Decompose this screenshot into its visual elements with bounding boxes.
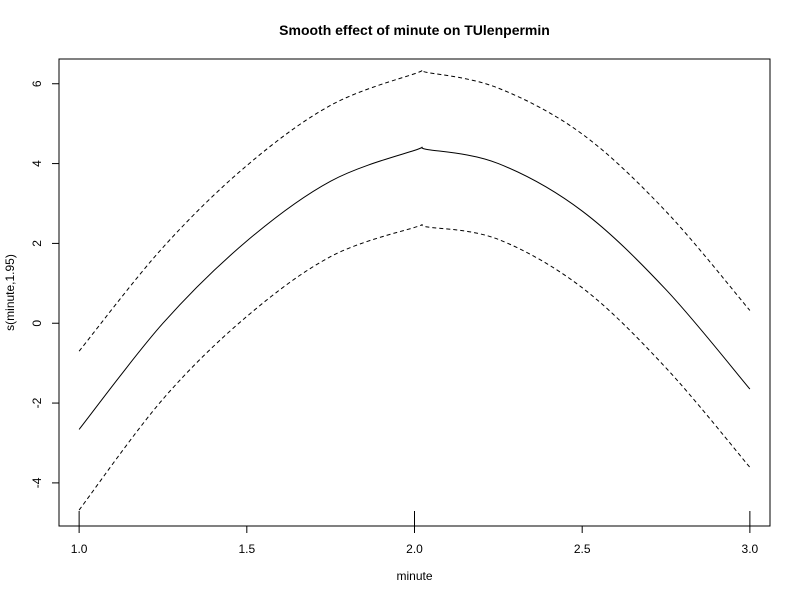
lower-confidence-line <box>78 224 751 511</box>
rug-layer <box>78 511 751 526</box>
chart-title: Smooth effect of minute on TUlenpermin <box>279 22 550 38</box>
upper-confidence-line <box>78 69 751 352</box>
x-tick-label: 3.0 <box>742 542 759 556</box>
x-tick-label: 2.0 <box>406 542 423 556</box>
series-layer <box>78 69 751 511</box>
y-axis: -4 -2 0 2 4 6 <box>30 80 60 488</box>
y-tick-label: 0 <box>30 320 44 327</box>
x-tick-label: 2.5 <box>574 542 591 556</box>
smooth-fit-line <box>78 146 751 430</box>
x-tick-label: 1.0 <box>71 542 88 556</box>
x-tick-label: 1.5 <box>238 542 255 556</box>
y-tick-label: 2 <box>30 240 44 247</box>
y-tick-label: 4 <box>30 160 44 167</box>
x-axis: 1.0 1.5 2.0 2.5 3.0 <box>71 525 759 556</box>
x-axis-label: minute <box>396 569 432 583</box>
y-tick-label: 6 <box>30 80 44 87</box>
y-tick-label: -2 <box>30 397 44 408</box>
y-axis-label: s(minute,1.95) <box>3 254 17 331</box>
plot-frame <box>58 58 771 527</box>
y-tick-label: -4 <box>30 477 44 488</box>
